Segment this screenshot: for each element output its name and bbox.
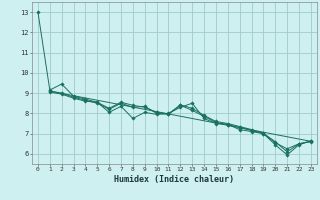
X-axis label: Humidex (Indice chaleur): Humidex (Indice chaleur): [115, 175, 234, 184]
